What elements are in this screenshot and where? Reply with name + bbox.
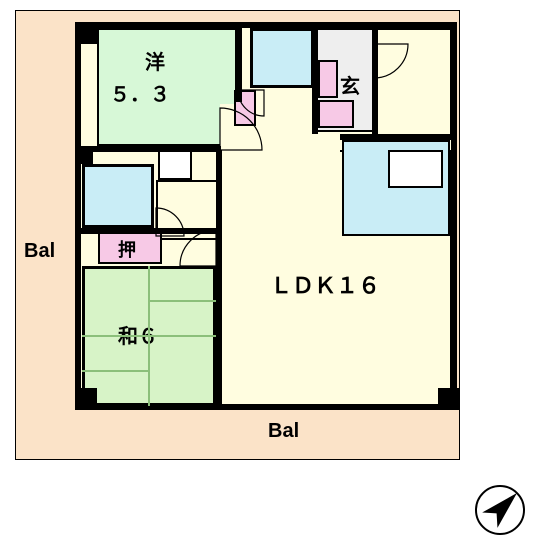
room-wc: [250, 28, 314, 88]
room-kitchen-counter: [388, 150, 443, 188]
room-label-ldk: ＬＤＫ１６: [270, 268, 380, 300]
wall: [340, 134, 454, 140]
balcony-label: Bal: [24, 240, 55, 263]
room-label-washitsu: 和６: [118, 320, 158, 349]
room-label-oshiire: 押: [118, 236, 136, 262]
wall: [372, 22, 378, 138]
north-compass: [470, 480, 530, 540]
wall: [312, 22, 318, 134]
room-label-entrance: 玄: [340, 70, 360, 99]
pillar: [75, 150, 93, 164]
room-entr-cl1: [318, 60, 338, 98]
pillar: [75, 22, 97, 44]
wall: [75, 228, 221, 234]
balcony-label: Bal: [268, 420, 299, 443]
wall: [236, 22, 242, 102]
room-bath: [82, 164, 154, 228]
room-entr-cl2: [318, 100, 354, 128]
pillar: [438, 388, 460, 410]
wall: [216, 150, 222, 408]
room-label2-western: ５．３: [110, 78, 170, 107]
room-label-western: 洋: [145, 46, 165, 75]
wall: [75, 146, 221, 152]
pillar: [75, 388, 97, 410]
room-hall-upper: [374, 28, 452, 140]
